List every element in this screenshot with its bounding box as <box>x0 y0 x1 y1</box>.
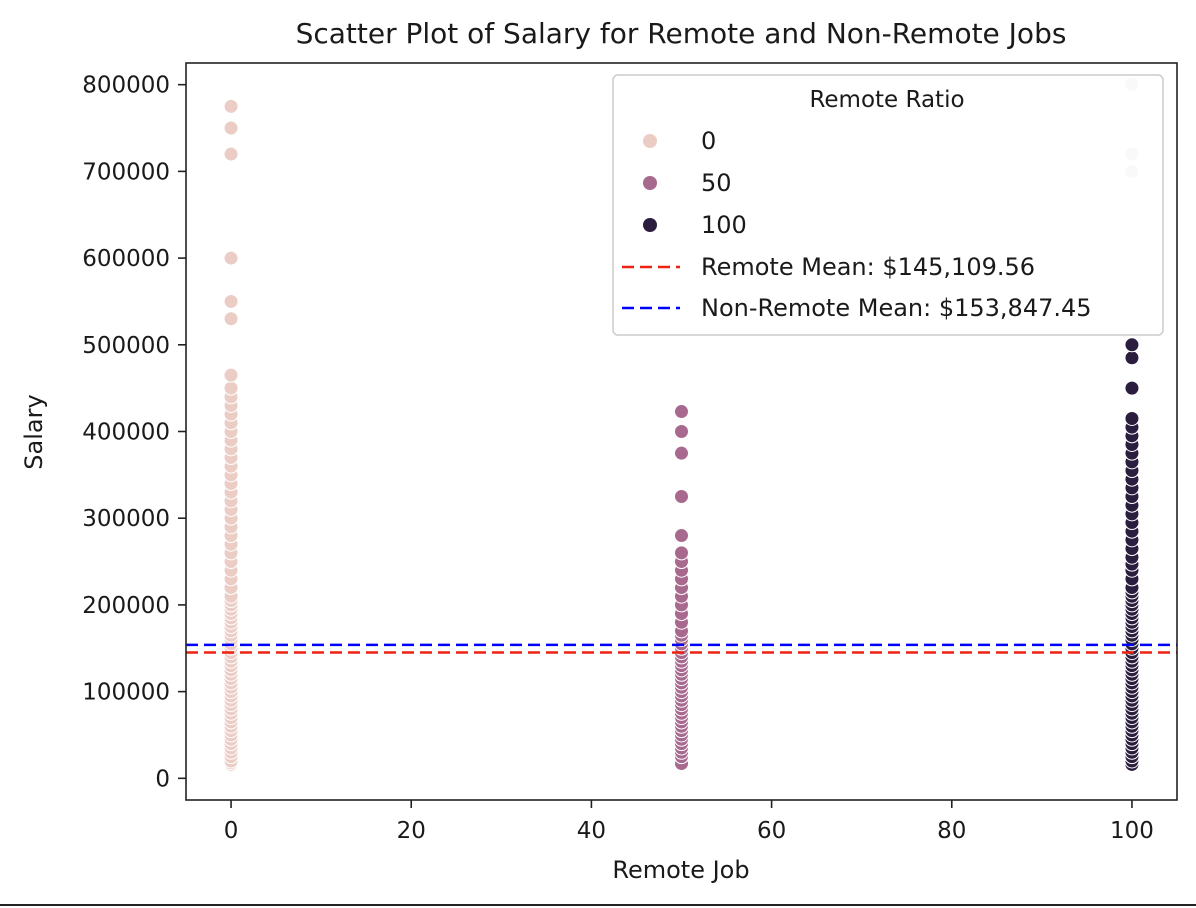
scatter-point <box>223 146 239 162</box>
legend-label-0: 0 <box>701 127 716 155</box>
x-tick-label: 0 <box>224 818 239 844</box>
scatter-point <box>223 293 239 309</box>
legend-label-remote-mean: Remote Mean: $145,109.56 <box>701 253 1035 281</box>
y-tick-label: 0 <box>155 766 170 792</box>
scatter-point <box>223 380 239 396</box>
bottom-rule <box>0 904 1196 906</box>
scatter-point <box>223 120 239 136</box>
y-tick-label: 500000 <box>82 333 170 359</box>
scatter-point <box>1124 337 1140 353</box>
y-tick-label: 700000 <box>82 159 170 185</box>
x-tick-label: 80 <box>937 818 966 844</box>
scatter-point <box>674 489 689 505</box>
legend-label-non-remote-mean: Non-Remote Mean: $153,847.45 <box>701 294 1092 322</box>
y-axis-label: Salary <box>20 394 48 469</box>
scatter-point <box>1124 350 1140 366</box>
chart-title: Scatter Plot of Salary for Remote and No… <box>296 17 1067 50</box>
scatter-point <box>674 445 689 461</box>
legend-marker-50 <box>643 176 657 190</box>
scatter-point <box>674 528 689 544</box>
x-tick-label: 100 <box>1110 818 1154 844</box>
scatter-point <box>674 424 689 439</box>
scatter-point <box>223 367 239 383</box>
legend-label-100: 100 <box>701 211 747 239</box>
y-tick-label: 600000 <box>82 246 170 272</box>
legend-title: Remote Ratio <box>809 87 964 113</box>
legend-marker-100 <box>643 218 657 232</box>
scatter-point <box>223 98 239 114</box>
legend-label-50: 50 <box>701 169 732 197</box>
legend-box <box>612 74 1164 336</box>
legend-marker-0 <box>643 134 657 148</box>
scatter-point <box>674 404 689 420</box>
scatter-point <box>674 545 689 561</box>
legend: Remote Ratio 0 50 100 Remote Mean: $145,… <box>612 74 1164 336</box>
x-tick-label: 40 <box>577 818 606 844</box>
scatter-point <box>223 250 239 266</box>
x-tick-label: 20 <box>397 818 426 844</box>
scatter-point <box>1124 410 1140 426</box>
y-tick-label: 300000 <box>82 506 170 532</box>
y-tick-label: 100000 <box>82 680 170 706</box>
x-tick-label: 60 <box>757 818 786 844</box>
y-tick-label: 200000 <box>82 593 170 619</box>
y-tick-label: 800000 <box>82 73 170 99</box>
x-axis-label: Remote Job <box>612 856 749 884</box>
scatter-point <box>223 311 239 327</box>
y-tick-label: 400000 <box>82 420 170 446</box>
scatter-point <box>1124 380 1140 396</box>
